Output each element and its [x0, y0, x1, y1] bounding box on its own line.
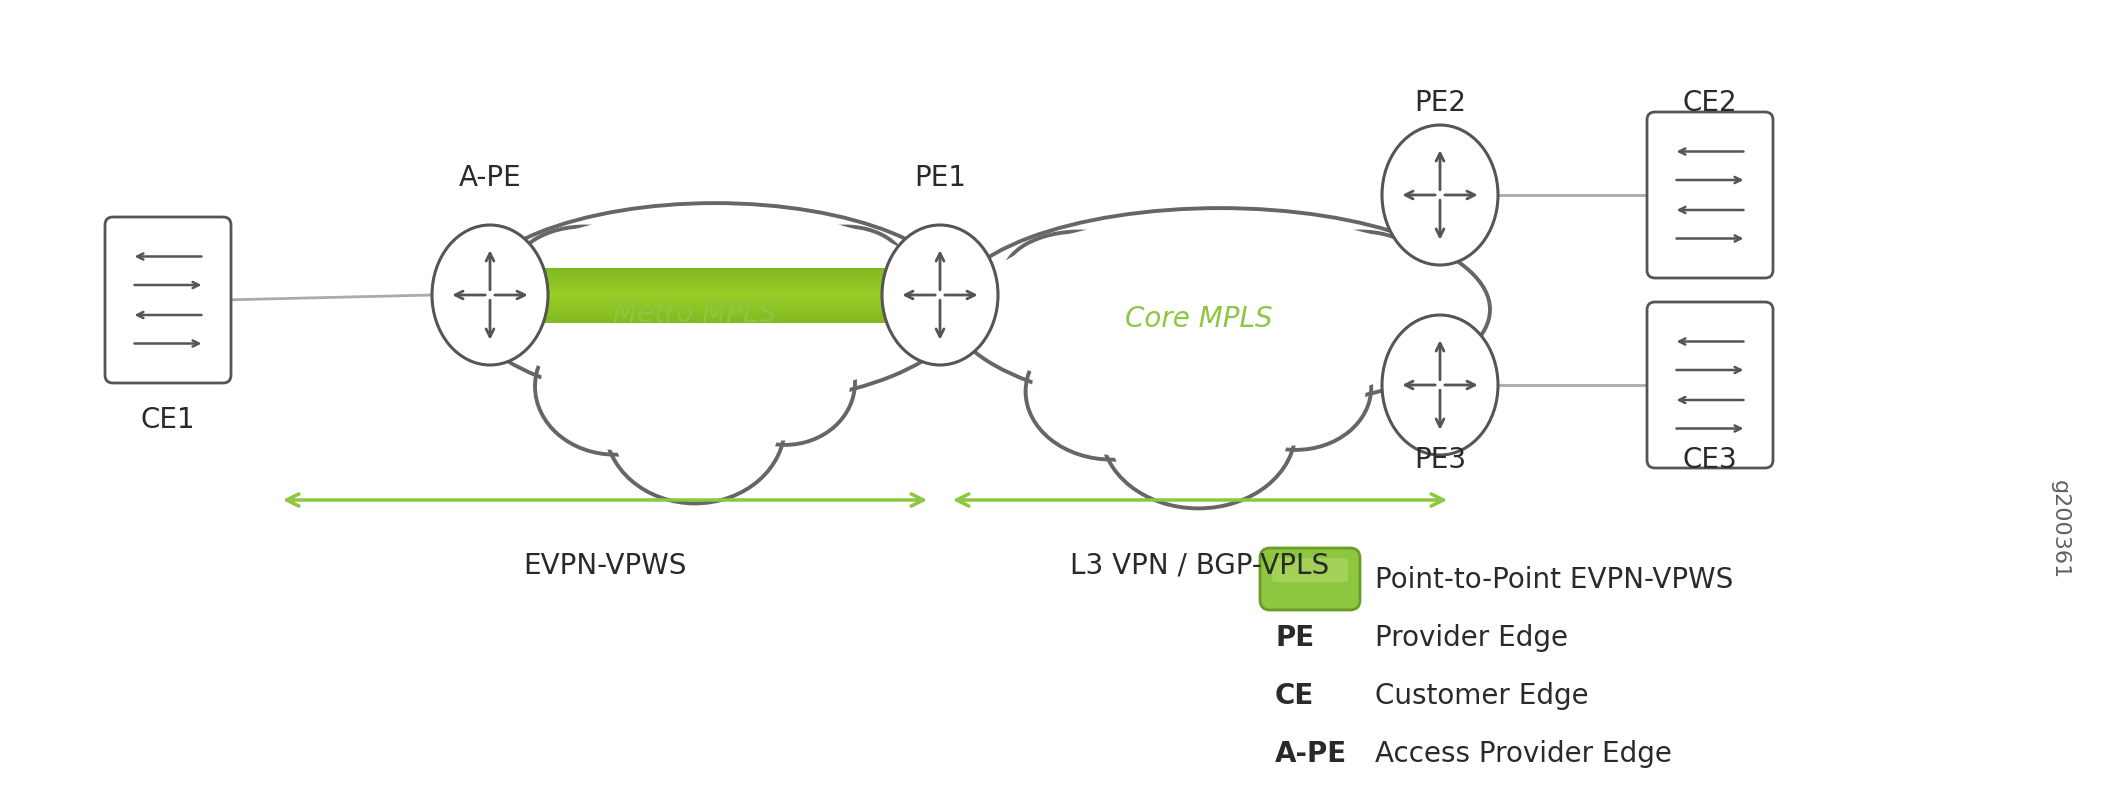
Text: L3 VPN / BGP-VPLS: L3 VPN / BGP-VPLS: [1069, 552, 1330, 580]
Text: CE2: CE2: [1683, 89, 1738, 117]
Text: Core MPLS: Core MPLS: [1124, 305, 1273, 333]
Ellipse shape: [1008, 234, 1149, 314]
Bar: [490, 305, 939, 306]
Bar: [490, 283, 939, 284]
Bar: [490, 293, 939, 294]
Ellipse shape: [1101, 352, 1296, 508]
Bar: [490, 284, 939, 285]
Ellipse shape: [1296, 231, 1424, 310]
Bar: [490, 274, 939, 275]
Text: Metro MPLS: Metro MPLS: [613, 300, 777, 328]
Ellipse shape: [519, 230, 649, 310]
Text: g200361: g200361: [2051, 481, 2069, 580]
Bar: [490, 272, 939, 273]
Bar: [490, 316, 939, 317]
Bar: [490, 296, 939, 297]
Bar: [490, 313, 939, 314]
FancyBboxPatch shape: [105, 217, 231, 383]
Text: EVPN-VPWS: EVPN-VPWS: [523, 552, 687, 580]
Text: Point-to-Point EVPN-VPWS: Point-to-Point EVPN-VPWS: [1374, 566, 1733, 594]
Ellipse shape: [1382, 315, 1498, 455]
Bar: [490, 300, 939, 302]
Bar: [490, 318, 939, 319]
Text: CE1: CE1: [141, 406, 195, 434]
Ellipse shape: [1107, 358, 1288, 503]
Ellipse shape: [1225, 329, 1366, 446]
Bar: [490, 288, 939, 290]
Bar: [490, 297, 939, 299]
Bar: [490, 271, 939, 272]
Bar: [490, 302, 939, 303]
Bar: [490, 304, 939, 305]
Bar: [490, 294, 939, 295]
Bar: [490, 299, 939, 300]
Bar: [490, 290, 939, 291]
FancyBboxPatch shape: [1647, 302, 1773, 468]
Bar: [490, 277, 939, 279]
Text: PE1: PE1: [914, 164, 966, 192]
Ellipse shape: [786, 227, 906, 304]
Ellipse shape: [882, 225, 998, 365]
Ellipse shape: [1221, 325, 1372, 450]
Ellipse shape: [605, 348, 786, 504]
Text: A-PE: A-PE: [458, 164, 521, 192]
Text: CE: CE: [1275, 682, 1315, 710]
Bar: [490, 276, 939, 277]
Ellipse shape: [721, 325, 851, 440]
Text: Access Provider Edge: Access Provider Edge: [1374, 740, 1672, 768]
Bar: [490, 280, 939, 282]
FancyBboxPatch shape: [1261, 548, 1359, 610]
Bar: [490, 279, 939, 280]
Bar: [490, 270, 939, 271]
Ellipse shape: [464, 203, 964, 406]
Bar: [490, 319, 939, 320]
Bar: [490, 295, 939, 296]
Bar: [490, 307, 939, 308]
Ellipse shape: [1382, 125, 1498, 265]
Ellipse shape: [515, 227, 656, 312]
FancyBboxPatch shape: [1271, 558, 1349, 582]
Bar: [490, 308, 939, 310]
Bar: [490, 282, 939, 283]
Bar: [490, 268, 939, 270]
Bar: [490, 287, 939, 288]
Text: Provider Edge: Provider Edge: [1374, 624, 1567, 652]
Ellipse shape: [1025, 323, 1198, 459]
Bar: [490, 310, 939, 311]
Ellipse shape: [1032, 328, 1193, 455]
Bar: [490, 275, 939, 276]
Bar: [490, 306, 939, 307]
Bar: [490, 303, 939, 304]
Text: PE2: PE2: [1414, 89, 1466, 117]
Text: PE: PE: [1275, 624, 1313, 652]
Bar: [490, 285, 939, 286]
Ellipse shape: [540, 323, 689, 450]
Bar: [490, 314, 939, 316]
Ellipse shape: [1301, 234, 1420, 307]
Bar: [490, 273, 939, 274]
Ellipse shape: [714, 320, 855, 445]
Ellipse shape: [969, 215, 1471, 404]
Ellipse shape: [611, 353, 779, 498]
Bar: [490, 317, 939, 318]
Bar: [490, 311, 939, 313]
Ellipse shape: [950, 208, 1490, 411]
Bar: [490, 286, 939, 287]
Ellipse shape: [536, 318, 695, 455]
Ellipse shape: [790, 229, 901, 302]
Text: A-PE: A-PE: [1275, 740, 1347, 768]
FancyBboxPatch shape: [1647, 112, 1773, 278]
Ellipse shape: [1004, 231, 1156, 318]
Ellipse shape: [483, 210, 948, 399]
Bar: [490, 291, 939, 293]
Text: PE3: PE3: [1414, 446, 1466, 474]
Text: CE3: CE3: [1683, 446, 1738, 474]
Bar: [490, 320, 939, 322]
Ellipse shape: [433, 225, 548, 365]
Text: Customer Edge: Customer Edge: [1374, 682, 1588, 710]
